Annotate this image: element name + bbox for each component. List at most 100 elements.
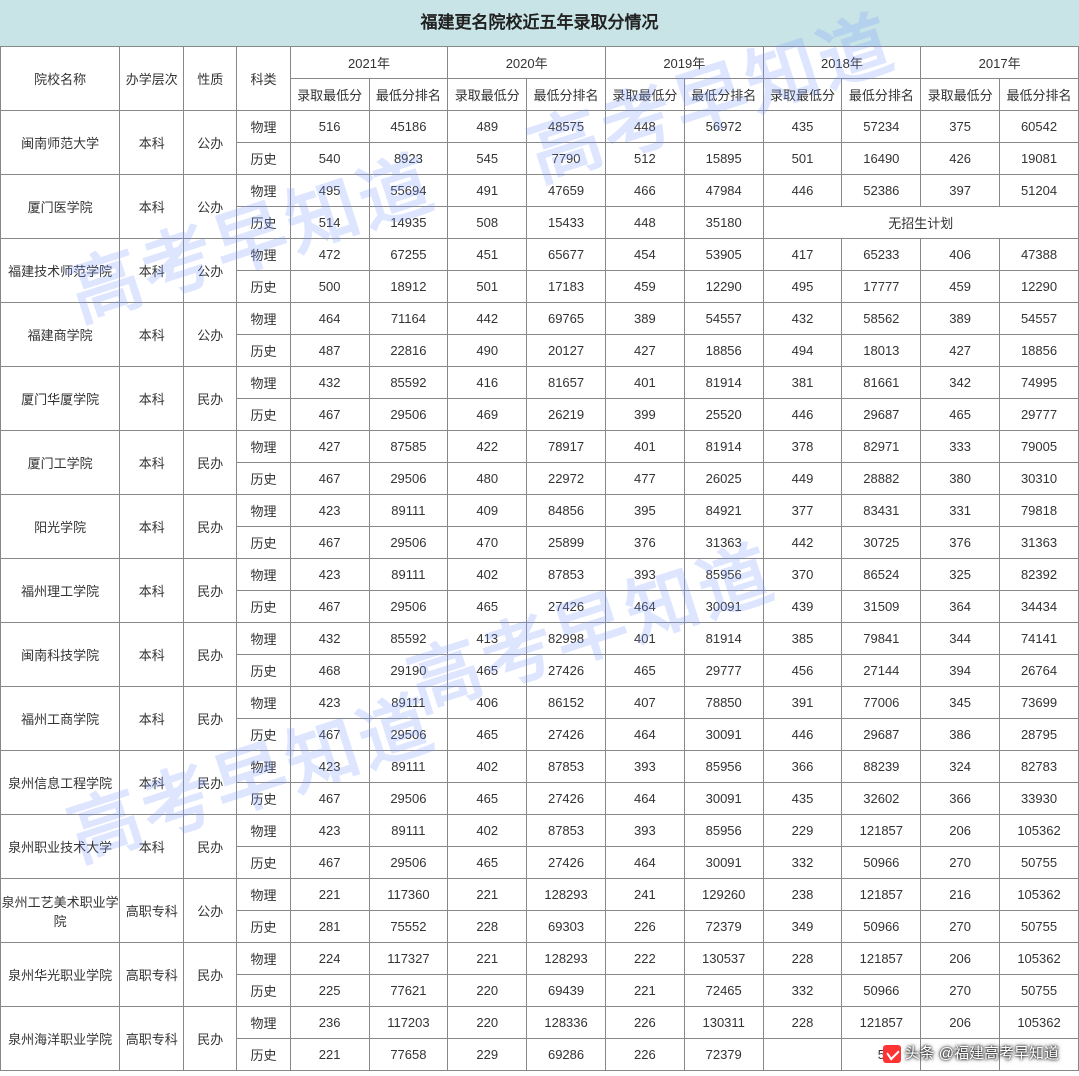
cell-rank: 69765 [527,303,606,335]
cell-rank: 32602 [842,783,921,815]
cell-score: 206 [921,815,1000,847]
cell-rank: 29777 [684,655,763,687]
cell-score: 393 [605,559,684,591]
cell-score: 465 [448,783,527,815]
cell-score: 514 [290,207,369,239]
cell-nature: 民办 [184,367,237,431]
cell-rank: 16490 [842,143,921,175]
cell-rank: 87853 [527,559,606,591]
cell-score: 397 [921,175,1000,207]
cell-rank: 33930 [1000,783,1079,815]
cell-score: 332 [763,975,842,1007]
cell-score: 389 [921,303,1000,335]
cell-level: 本科 [120,111,184,175]
cell-score: 402 [448,559,527,591]
cell-rank: 19081 [1000,143,1079,175]
cell-score: 236 [290,1007,369,1039]
source-credit: 头条 @福建高考早知道 [883,1042,1059,1063]
cell-rank: 31363 [1000,527,1079,559]
cell-school: 闽南科技学院 [1,623,120,687]
cell-score [763,1039,842,1071]
cell-score: 409 [448,495,527,527]
cell-rank: 55694 [369,175,448,207]
cell-rank: 74141 [1000,623,1079,655]
cell-score: 427 [605,335,684,367]
cell-score: 228 [763,943,842,975]
col-rank: 最低分排名 [684,79,763,111]
table-row: 泉州职业技术大学本科民办物理42389111402878533938595622… [1,815,1079,847]
cell-score: 407 [605,687,684,719]
cell-rank: 29687 [842,399,921,431]
cell-rank: 51204 [1000,175,1079,207]
cell-score: 375 [921,111,1000,143]
cell-rank: 121857 [842,1007,921,1039]
table-row: 阳光学院本科民办物理423891114098485639584921377834… [1,495,1079,527]
cell-level: 本科 [120,239,184,303]
cell-nature: 公办 [184,879,237,943]
cell-rank: 84856 [527,495,606,527]
cell-subject: 历史 [237,975,290,1007]
cell-rank: 35180 [684,207,763,239]
cell-level: 高职专科 [120,943,184,1007]
cell-rank: 89111 [369,559,448,591]
table-row: 厦门医学院本科公办物理49555694491476594664798444652… [1,175,1079,207]
cell-score: 389 [605,303,684,335]
cell-no-plan: 无招生计划 [763,207,1078,239]
cell-rank: 18856 [1000,335,1079,367]
cell-subject: 历史 [237,911,290,943]
cell-rank: 47659 [527,175,606,207]
cell-score: 399 [605,399,684,431]
cell-score: 456 [763,655,842,687]
cell-score: 225 [290,975,369,1007]
cell-score: 416 [448,367,527,399]
cell-rank: 29190 [369,655,448,687]
cell-rank: 50966 [842,975,921,1007]
cell-score: 467 [290,463,369,495]
cell-score: 467 [290,783,369,815]
cell-score: 380 [921,463,1000,495]
cell-score: 508 [448,207,527,239]
cell-score: 469 [448,399,527,431]
cell-rank: 30091 [684,847,763,879]
cell-subject: 物理 [237,303,290,335]
cell-score: 238 [763,879,842,911]
cell-rank: 18013 [842,335,921,367]
table-row: 厦门华厦学院本科民办物理4328559241681657401819143818… [1,367,1079,399]
col-nature: 性质 [184,47,237,111]
cell-rank: 26764 [1000,655,1079,687]
cell-rank: 29506 [369,719,448,751]
cell-rank: 31363 [684,527,763,559]
cell-subject: 历史 [237,655,290,687]
cell-rank: 79841 [842,623,921,655]
cell-subject: 历史 [237,207,290,239]
cell-score: 401 [605,623,684,655]
cell-score: 427 [921,335,1000,367]
cell-level: 高职专科 [120,1007,184,1071]
table-row: 泉州信息工程学院本科民办物理42389111402878533938595636… [1,751,1079,783]
cell-rank: 50755 [1000,847,1079,879]
col-year: 2018年 [763,47,921,79]
cell-score: 480 [448,463,527,495]
cell-score: 490 [448,335,527,367]
cell-nature: 民办 [184,943,237,1007]
cell-subject: 历史 [237,399,290,431]
cell-score: 221 [448,879,527,911]
cell-level: 本科 [120,815,184,879]
col-score: 录取最低分 [921,79,1000,111]
cell-rank: 105362 [1000,1007,1079,1039]
cell-score: 241 [605,879,684,911]
cell-rank: 29777 [1000,399,1079,431]
cell-rank: 85956 [684,815,763,847]
cell-level: 本科 [120,495,184,559]
table-row: 泉州海洋职业学院高职专科民办物理236117203220128336226130… [1,1007,1079,1039]
cell-score: 465 [448,719,527,751]
cell-rank: 72465 [684,975,763,1007]
cell-rank: 128293 [527,943,606,975]
cell-score: 448 [605,111,684,143]
cell-rank: 69439 [527,975,606,1007]
cell-rank: 48575 [527,111,606,143]
cell-score: 470 [448,527,527,559]
cell-rank: 65677 [527,239,606,271]
cell-rank: 17183 [527,271,606,303]
cell-school: 厦门华厦学院 [1,367,120,431]
